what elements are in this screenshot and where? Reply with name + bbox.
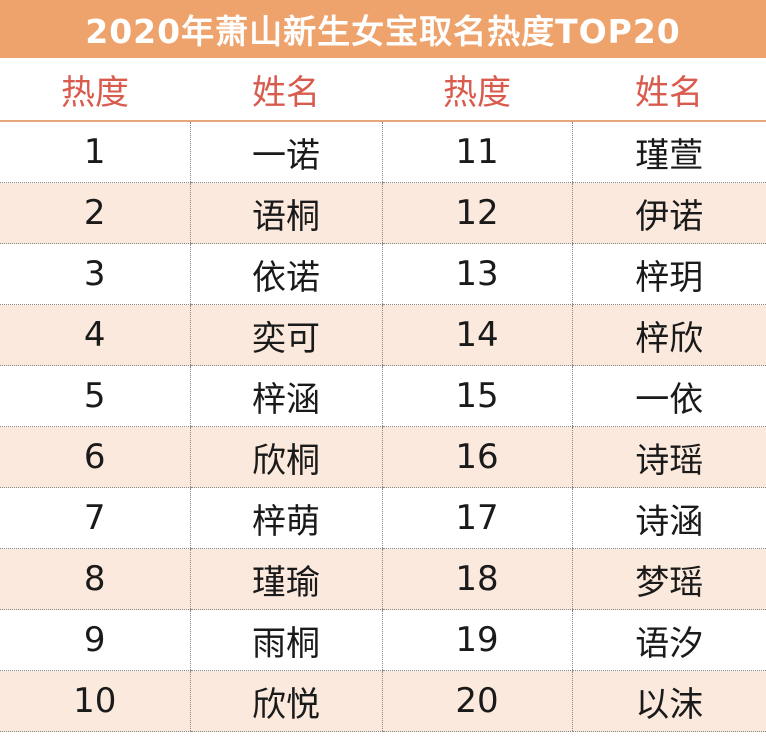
header-rank-left: 热度 <box>61 72 129 113</box>
table-row: 8 瑾瑜 18 梦瑶 <box>0 548 766 610</box>
rank-cell: 12 <box>381 182 572 244</box>
name-cell: 欣悦 <box>189 670 382 732</box>
header-name-right: 姓名 <box>635 72 703 113</box>
rank-cell: 10 <box>0 670 190 732</box>
name-cell: 奕可 <box>189 304 382 366</box>
table-row: 7 梓萌 17 诗涵 <box>0 487 766 549</box>
rank-cell: 9 <box>0 609 190 671</box>
rank-cell: 1 <box>0 122 190 183</box>
name-cell: 梓涵 <box>189 365 382 427</box>
table-row: 6 欣桐 16 诗瑶 <box>0 426 766 488</box>
name-cell: 瑾萱 <box>571 122 766 183</box>
name-cell: 欣桐 <box>189 426 382 488</box>
name-cell: 梦瑶 <box>571 548 766 610</box>
table-row: 2 语桐 12 伊诺 <box>0 182 766 244</box>
rank-cell: 14 <box>381 304 572 366</box>
name-cell: 以沫 <box>571 670 766 732</box>
name-cell: 一依 <box>571 365 766 427</box>
name-cell: 梓玥 <box>571 243 766 305</box>
name-cell: 梓萌 <box>189 487 382 549</box>
rank-cell: 18 <box>381 548 572 610</box>
rank-cell: 2 <box>0 182 190 244</box>
rank-cell: 13 <box>381 243 572 305</box>
rank-cell: 16 <box>381 426 572 488</box>
rank-cell: 19 <box>381 609 572 671</box>
rank-cell: 4 <box>0 304 190 366</box>
rank-cell: 20 <box>381 670 572 732</box>
rank-cell: 6 <box>0 426 190 488</box>
name-cell: 诗瑶 <box>571 426 766 488</box>
name-cell: 雨桐 <box>189 609 382 671</box>
name-cell: 语桐 <box>189 182 382 244</box>
name-cell: 伊诺 <box>571 182 766 244</box>
table-header: 热度 姓名 热度 姓名 <box>0 58 766 122</box>
header-rank-right: 热度 <box>443 72 511 113</box>
table-row: 10 欣悦 20 以沫 <box>0 670 766 732</box>
header-name-left: 姓名 <box>252 72 320 113</box>
rank-cell: 15 <box>381 365 572 427</box>
name-cell: 一诺 <box>189 122 382 183</box>
table-row: 3 依诺 13 梓玥 <box>0 243 766 305</box>
page-title: 2020年萧山新生女宝取名热度TOP20 <box>0 0 766 58</box>
table-row: 4 奕可 14 梓欣 <box>0 304 766 366</box>
table-row: 5 梓涵 15 一依 <box>0 365 766 427</box>
rank-cell: 17 <box>381 487 572 549</box>
table-row: 1 一诺 11 瑾萱 <box>0 122 766 183</box>
name-cell: 语汐 <box>571 609 766 671</box>
rank-cell: 3 <box>0 243 190 305</box>
name-cell: 诗涵 <box>571 487 766 549</box>
name-cell: 依诺 <box>189 243 382 305</box>
rank-cell: 7 <box>0 487 190 549</box>
name-cell: 梓欣 <box>571 304 766 366</box>
rank-cell: 11 <box>381 122 572 183</box>
rank-cell: 5 <box>0 365 190 427</box>
ranking-table: 1 一诺 11 瑾萱 2 语桐 12 伊诺 3 依诺 13 梓玥 4 奕可 14 <box>0 122 766 732</box>
name-cell: 瑾瑜 <box>189 548 382 610</box>
table-row: 9 雨桐 19 语汐 <box>0 609 766 671</box>
rank-cell: 8 <box>0 548 190 610</box>
